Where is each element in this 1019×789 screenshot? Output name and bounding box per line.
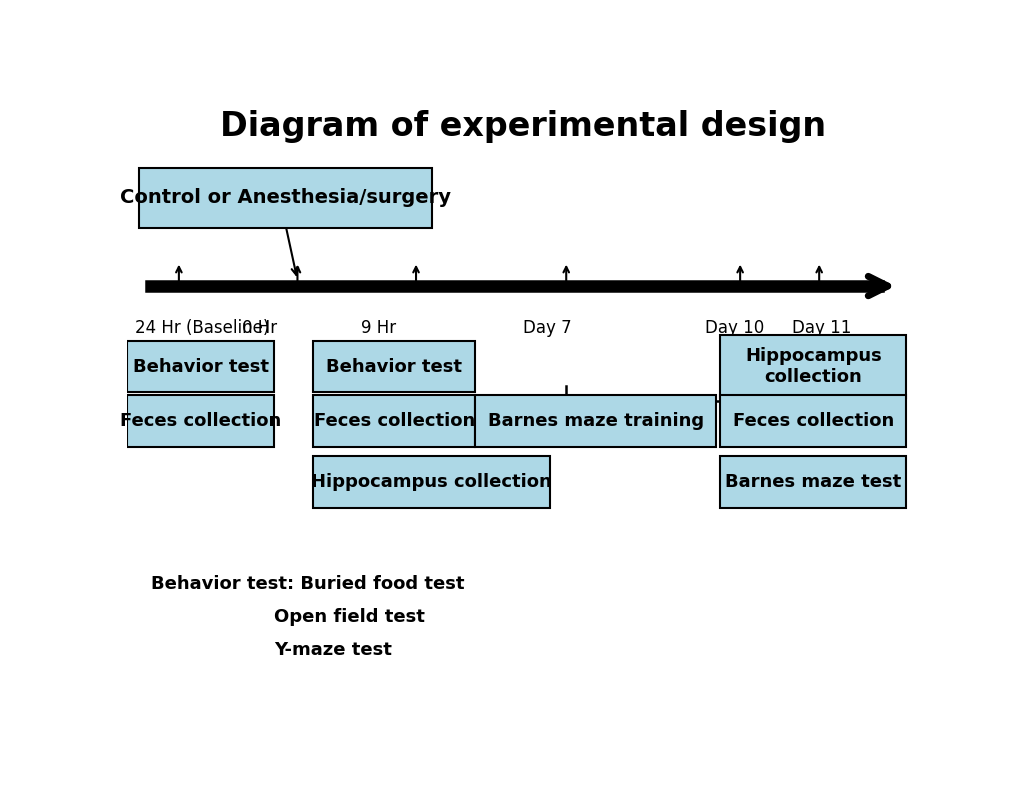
Text: Hippocampus collection: Hippocampus collection [311,473,551,491]
FancyBboxPatch shape [313,341,475,392]
Text: Open field test: Open field test [273,608,424,626]
FancyBboxPatch shape [127,395,273,447]
Text: Behavior test: Behavior test [132,357,268,376]
Text: Control or Anesthesia/surgery: Control or Anesthesia/surgery [120,189,450,208]
FancyBboxPatch shape [719,395,905,447]
Text: Diagram of experimental design: Diagram of experimental design [219,110,825,143]
FancyBboxPatch shape [313,395,475,447]
FancyBboxPatch shape [475,395,715,447]
FancyBboxPatch shape [719,335,905,398]
Text: Feces collection: Feces collection [314,412,475,430]
Text: 24 Hr (Baseline): 24 Hr (Baseline) [136,320,269,338]
FancyBboxPatch shape [127,341,273,392]
Text: Feces collection: Feces collection [120,412,281,430]
Text: Day 10: Day 10 [704,320,763,338]
Text: Day 7: Day 7 [522,320,571,338]
FancyBboxPatch shape [313,456,550,508]
Text: 9 Hr: 9 Hr [361,320,395,338]
Text: Behavior test: Buried food test: Behavior test: Buried food test [151,574,465,593]
Text: Behavior test: Behavior test [326,357,462,376]
Text: Y-maze test: Y-maze test [273,641,391,660]
FancyBboxPatch shape [719,456,905,508]
Text: 0 Hr: 0 Hr [242,320,277,338]
Text: Day 11: Day 11 [791,320,850,338]
Text: Hippocampus
collection: Hippocampus collection [744,347,880,386]
Text: Barnes maze training: Barnes maze training [487,412,703,430]
FancyBboxPatch shape [140,167,431,228]
Text: Barnes maze test: Barnes maze test [725,473,901,491]
Text: Feces collection: Feces collection [732,412,893,430]
